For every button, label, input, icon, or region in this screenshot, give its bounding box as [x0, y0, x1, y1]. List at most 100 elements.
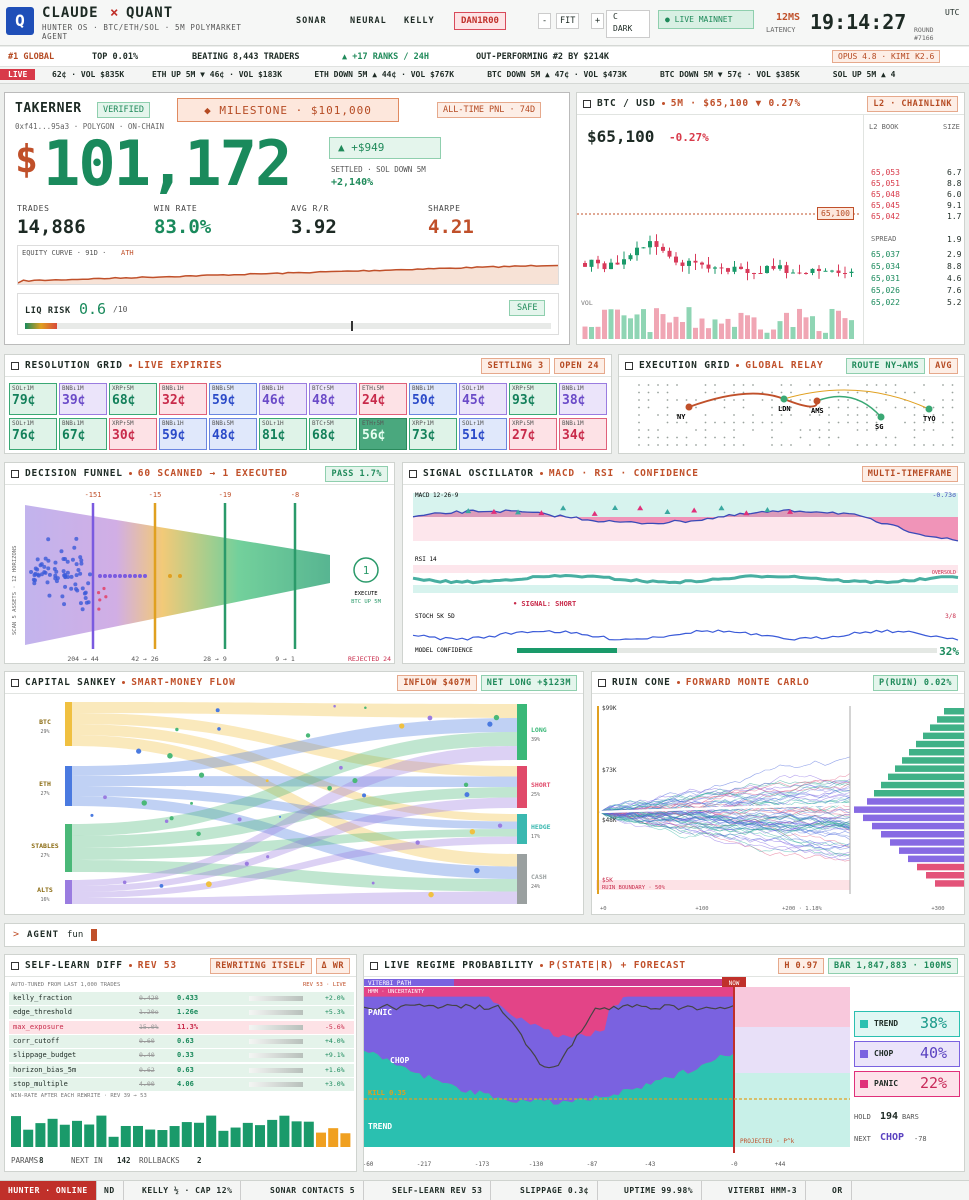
zoom-control[interactable]: -: [538, 13, 552, 29]
stat-value: 14,886: [17, 216, 86, 238]
cell-price: 46¢: [262, 393, 286, 408]
grid-dot: [733, 391, 735, 394]
grid-dot: [780, 406, 783, 409]
theme-toggle[interactable]: C: [606, 10, 650, 38]
grid-dot: [818, 406, 821, 409]
macd-value: -0.73σ: [933, 491, 957, 499]
panel-title: SELF-LEARN DIFF: [25, 960, 123, 971]
param-old: 0.60: [139, 1036, 155, 1045]
agent-input[interactable]: > AGENT fun: [4, 923, 965, 947]
grid-dot: [828, 414, 830, 416]
market-cell[interactable]: ETH↓5M 24¢: [359, 383, 407, 415]
nav-link[interactable]: SONAR: [296, 16, 327, 26]
market-cell[interactable]: SOL↑1M 45¢: [459, 383, 507, 415]
source-name: ETH: [39, 780, 51, 788]
grid-dot: [723, 406, 726, 409]
liq-status: SAFE: [509, 300, 546, 316]
market-cell[interactable]: BNB↓1M 39¢: [59, 383, 107, 415]
grid-dot: [847, 399, 849, 401]
grid-dot: [856, 391, 859, 394]
market-cell[interactable]: SOL↑1M 79¢: [9, 383, 57, 415]
ticker-item: SOL UP 5M ▲ 4: [832, 70, 896, 79]
grid-dot: [657, 384, 659, 386]
zoom-control[interactable]: FIT: [556, 13, 580, 29]
market-cell[interactable]: BNB↓1M 67¢: [59, 418, 107, 450]
ticker-item: BTC DOWN 5M ▲ 47¢ · VOL $473K: [487, 70, 627, 79]
simulated-path: [599, 799, 851, 831]
market-cell[interactable]: XRP↑5M 93¢: [509, 383, 557, 415]
cell-label: XRP↑5M: [112, 385, 134, 392]
outcome-bar: [916, 740, 964, 748]
param-spark: [249, 1010, 303, 1016]
market-cell[interactable]: XRP↑5M 30¢: [109, 418, 157, 450]
grid-dot: [647, 444, 650, 446]
market-cell[interactable]: BNB↓5M 48¢: [209, 418, 257, 450]
volume-bar: [751, 317, 757, 339]
equity-box: [17, 245, 559, 285]
flow-particle: [339, 765, 343, 770]
note: REV 53 · LIVE: [303, 982, 347, 988]
market-cell[interactable]: BTC↑5M 68¢: [309, 418, 357, 450]
execute-label: EXECUTE: [354, 591, 377, 597]
market-cell[interactable]: XRP↑1M 73¢: [409, 418, 457, 450]
param-new: 0.33: [177, 1051, 194, 1060]
candidate-dot: [62, 602, 67, 607]
grid-dot: [723, 444, 726, 446]
candidate-dot: [70, 557, 75, 562]
candle-body: [745, 268, 750, 273]
grid-dot: [942, 399, 944, 401]
candidate-dot: [72, 545, 77, 550]
settled: SETTLED · SOL DOWN 5M: [331, 165, 426, 174]
market-cell[interactable]: SOL↑1M 76¢: [9, 418, 57, 450]
volume-bar: [680, 322, 685, 339]
grid-dot: [704, 391, 707, 394]
grid-dot: [666, 399, 669, 401]
candle-body: [778, 265, 782, 269]
candle-body: [674, 256, 678, 263]
market-cell[interactable]: ETH↑5M 56¢: [359, 418, 407, 450]
grid-dot: [885, 391, 887, 394]
node-label: SG: [875, 423, 883, 431]
flow-particle: [415, 840, 420, 845]
market-cell[interactable]: BNB↓1M 38¢: [559, 383, 607, 415]
grid-dot: [666, 436, 669, 439]
market-cell[interactable]: BNB↓1M 50¢: [409, 383, 457, 415]
panel-title: DECISION FUNNEL: [25, 468, 123, 479]
winrate-bar: [255, 1125, 265, 1147]
grid-dot: [837, 384, 840, 386]
signal-arrow: [538, 510, 545, 516]
market-cell[interactable]: BNB↓1H 32¢: [159, 383, 207, 415]
market-cell[interactable]: SOL↑1M 51¢: [459, 418, 507, 450]
grid-dot: [657, 391, 659, 394]
market-cell[interactable]: BNB↓5M 59¢: [209, 383, 257, 415]
funnel-panel: DECISION FUNNEL 60 SCANNED → 1 EXECUTED PA…: [4, 462, 395, 664]
candidate-dot: [69, 574, 74, 579]
zoom-control[interactable]: +: [591, 13, 605, 29]
winrate-bar: [279, 1115, 290, 1147]
market-cell[interactable]: BNB↓1M 34¢: [559, 418, 607, 450]
grid-dot: [790, 384, 792, 386]
outcome-bar: [930, 724, 964, 731]
market-cell[interactable]: BNB↓1H 59¢: [159, 418, 207, 450]
flow-particle: [103, 795, 107, 800]
target-name: HEDGE: [531, 823, 551, 831]
nav-link[interactable]: NEURAL: [350, 16, 387, 26]
grid-dot: [875, 414, 878, 416]
grid-dot: [866, 429, 868, 431]
brand: CLAUDE: [42, 5, 99, 21]
grid-dot: [875, 406, 878, 409]
market-cell[interactable]: XRP↓5M 27¢: [509, 418, 557, 450]
panel-tag: PASS 1.7%: [325, 465, 388, 482]
flow-particle: [364, 706, 367, 709]
grid-dot: [894, 444, 897, 446]
market-cell[interactable]: SOL↑1H 81¢: [259, 418, 307, 450]
market-cell[interactable]: XRP↑5M 68¢: [109, 383, 157, 415]
grid-dot: [733, 399, 735, 401]
grid-dot: [647, 384, 650, 386]
separator: [128, 472, 132, 475]
market-cell[interactable]: BTC↑5M 48¢: [309, 383, 357, 415]
param-row: [9, 1006, 354, 1020]
cell-label: SOL↑1H: [262, 420, 284, 427]
market-cell[interactable]: BNB↓1H 46¢: [259, 383, 307, 415]
nav-link[interactable]: KELLY: [404, 16, 435, 26]
